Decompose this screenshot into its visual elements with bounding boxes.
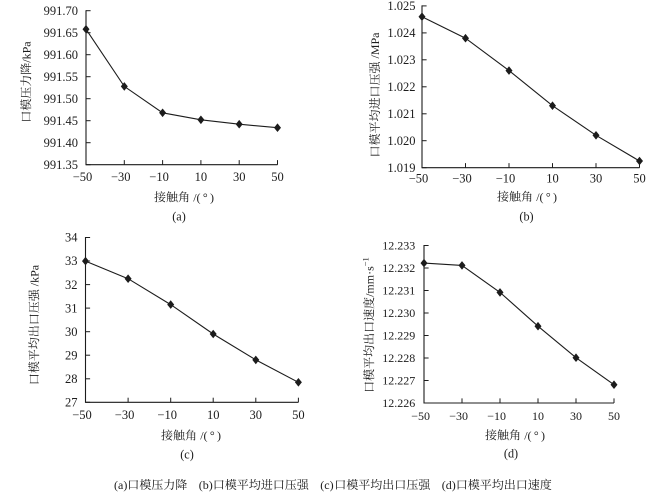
svg-text:12.228: 12.228 bbox=[382, 351, 415, 365]
svg-text:): ) bbox=[210, 190, 214, 204]
svg-text:12.231: 12.231 bbox=[382, 284, 415, 298]
svg-text:−: − bbox=[72, 408, 79, 422]
svg-text:30: 30 bbox=[233, 170, 246, 184]
svg-text:10: 10 bbox=[532, 409, 544, 423]
svg-text:50: 50 bbox=[416, 171, 429, 185]
svg-text:30: 30 bbox=[456, 409, 468, 423]
svg-text:): ) bbox=[217, 429, 221, 443]
svg-text:/(: /( bbox=[200, 429, 207, 443]
svg-text:50: 50 bbox=[271, 170, 284, 184]
svg-text:991.50: 991.50 bbox=[44, 92, 78, 106]
svg-text:/(: /( bbox=[524, 428, 531, 442]
svg-text:10: 10 bbox=[546, 171, 559, 185]
svg-text:1.022: 1.022 bbox=[387, 80, 415, 94]
svg-text:−: − bbox=[115, 408, 122, 422]
svg-text:1.020: 1.020 bbox=[387, 134, 415, 148]
svg-text:): ) bbox=[553, 190, 557, 204]
svg-text:−: − bbox=[149, 170, 156, 184]
svg-text:33: 33 bbox=[65, 254, 78, 268]
svg-text:−: − bbox=[452, 171, 459, 185]
svg-text:−: − bbox=[157, 408, 164, 422]
svg-text:1.023: 1.023 bbox=[387, 53, 415, 67]
svg-text:12.227: 12.227 bbox=[382, 374, 415, 388]
svg-text:31: 31 bbox=[65, 301, 78, 315]
svg-text:991.55: 991.55 bbox=[44, 70, 78, 84]
svg-text:30: 30 bbox=[65, 325, 78, 339]
svg-text:50: 50 bbox=[608, 409, 620, 423]
svg-text:/(: /( bbox=[536, 190, 543, 204]
svg-text:991.60: 991.60 bbox=[44, 48, 78, 62]
svg-text:50: 50 bbox=[292, 408, 305, 422]
svg-text:30: 30 bbox=[118, 170, 131, 184]
svg-text:12.233: 12.233 bbox=[382, 239, 415, 253]
svg-text:1.025: 1.025 bbox=[387, 0, 415, 13]
svg-text:−: − bbox=[449, 409, 456, 423]
svg-text:30: 30 bbox=[590, 171, 603, 185]
svg-text:32: 32 bbox=[65, 278, 78, 292]
svg-text:29: 29 bbox=[65, 348, 78, 362]
svg-text:50: 50 bbox=[79, 408, 92, 422]
svg-text:991.40: 991.40 bbox=[44, 136, 78, 150]
svg-text:(c): (c) bbox=[180, 448, 194, 462]
svg-text:991.35: 991.35 bbox=[44, 158, 78, 172]
svg-text:/MPa: /MPa bbox=[368, 32, 382, 59]
svg-text:−: − bbox=[111, 170, 118, 184]
svg-text:(c): (c) bbox=[320, 478, 333, 492]
svg-text:10: 10 bbox=[494, 409, 506, 423]
svg-text:10: 10 bbox=[207, 408, 220, 422]
svg-text:30: 30 bbox=[459, 171, 472, 185]
svg-text:°: ° bbox=[534, 428, 539, 442]
svg-text:10: 10 bbox=[164, 408, 177, 422]
svg-text:−: − bbox=[411, 409, 418, 423]
svg-text:(d): (d) bbox=[442, 478, 456, 492]
svg-text:1.019: 1.019 bbox=[387, 161, 415, 175]
svg-text:(d): (d) bbox=[504, 446, 518, 460]
svg-text:−: − bbox=[496, 171, 503, 185]
svg-text:12.230: 12.230 bbox=[382, 306, 415, 320]
svg-text:10: 10 bbox=[503, 171, 516, 185]
svg-text:12.229: 12.229 bbox=[382, 329, 415, 343]
svg-text:27: 27 bbox=[65, 396, 78, 410]
svg-text:1.024: 1.024 bbox=[387, 26, 416, 40]
svg-text:°: ° bbox=[203, 190, 208, 204]
svg-text:(a): (a) bbox=[114, 478, 127, 492]
svg-text:10: 10 bbox=[195, 170, 208, 184]
svg-text:30: 30 bbox=[122, 408, 135, 422]
svg-text:50: 50 bbox=[80, 170, 93, 184]
svg-text:10: 10 bbox=[156, 170, 169, 184]
svg-text:/kPa: /kPa bbox=[19, 41, 33, 63]
svg-text:): ) bbox=[541, 428, 545, 442]
svg-text:991.65: 991.65 bbox=[44, 26, 78, 40]
svg-text:1.021: 1.021 bbox=[387, 107, 415, 121]
svg-text:28: 28 bbox=[65, 372, 78, 386]
svg-text:30: 30 bbox=[570, 409, 582, 423]
svg-text:/mm·s: /mm·s bbox=[362, 266, 376, 297]
svg-text:°: ° bbox=[546, 190, 551, 204]
svg-text:(b): (b) bbox=[519, 209, 533, 223]
svg-text:°: ° bbox=[210, 429, 215, 443]
svg-text:−: − bbox=[487, 409, 494, 423]
svg-text:991.45: 991.45 bbox=[44, 114, 78, 128]
svg-text:(b): (b) bbox=[199, 478, 213, 492]
svg-text:991.70: 991.70 bbox=[44, 4, 78, 18]
svg-text:12.232: 12.232 bbox=[382, 261, 415, 275]
svg-text:30: 30 bbox=[250, 408, 263, 422]
svg-text:50: 50 bbox=[633, 171, 646, 185]
svg-text:−: − bbox=[409, 171, 416, 185]
svg-text:50: 50 bbox=[418, 409, 430, 423]
svg-text:34: 34 bbox=[65, 231, 78, 245]
svg-text:/(: /( bbox=[193, 190, 200, 204]
svg-text:(a): (a) bbox=[172, 209, 186, 223]
svg-text:−: − bbox=[73, 170, 80, 184]
svg-text:12.226: 12.226 bbox=[382, 396, 415, 410]
svg-text:/kPa: /kPa bbox=[27, 264, 41, 286]
svg-text:−1: −1 bbox=[361, 257, 371, 266]
